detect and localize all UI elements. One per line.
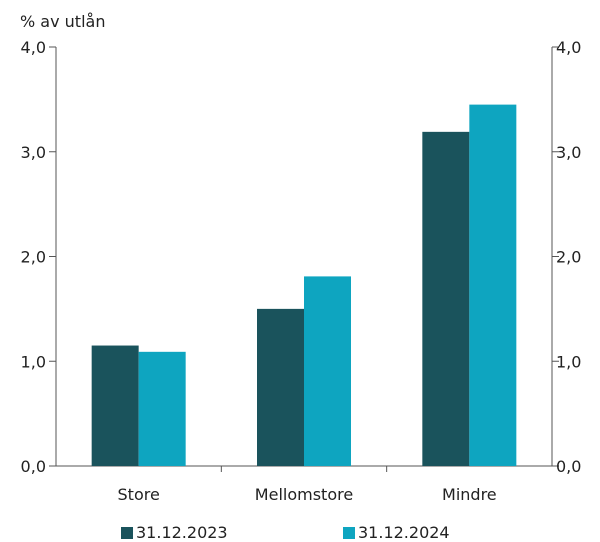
- bar-store-2: [138, 351, 186, 466]
- legend-label: 31.12.2023: [136, 523, 228, 542]
- category-label: Mindre: [442, 485, 497, 504]
- y-tick-label-right: 3,0: [556, 143, 581, 162]
- bar-mellomstore-2: [304, 276, 351, 466]
- y-tick-label-left: 4,0: [21, 38, 46, 57]
- bar-mindre-1: [422, 131, 470, 466]
- legend-swatch: [121, 527, 133, 539]
- legend-label: 31.12.2024: [358, 523, 450, 542]
- y-tick-label-right: 4,0: [556, 38, 581, 57]
- category-label: Mellomstore: [255, 485, 353, 504]
- category-label: Store: [118, 485, 160, 504]
- y-tick-label-right: 2,0: [556, 248, 581, 267]
- y-tick-label-right: 0,0: [556, 457, 581, 476]
- bar-mellomstore-1: [257, 308, 304, 466]
- legend: 31.12.2023 31.12.2024: [121, 523, 450, 542]
- bars: [91, 104, 517, 467]
- y-axis-unit-label: % av utlån: [20, 12, 105, 31]
- y-tick-label-left: 0,0: [21, 457, 46, 476]
- y-tick-label-left: 3,0: [21, 143, 46, 162]
- category-labels: Store Mellomstore Mindre: [118, 485, 497, 504]
- y-tick-label-left: 2,0: [21, 248, 46, 267]
- legend-swatch: [343, 527, 355, 539]
- axes: 0,0 0,0 1,0 1,0 2,0 2,0 3,0 3,0 4,0 4,0: [21, 38, 582, 476]
- bar-store-1: [91, 345, 139, 466]
- y-tick-label-right: 1,0: [556, 352, 581, 371]
- y-tick-label-left: 1,0: [21, 352, 46, 371]
- bar-mindre-2: [469, 104, 517, 467]
